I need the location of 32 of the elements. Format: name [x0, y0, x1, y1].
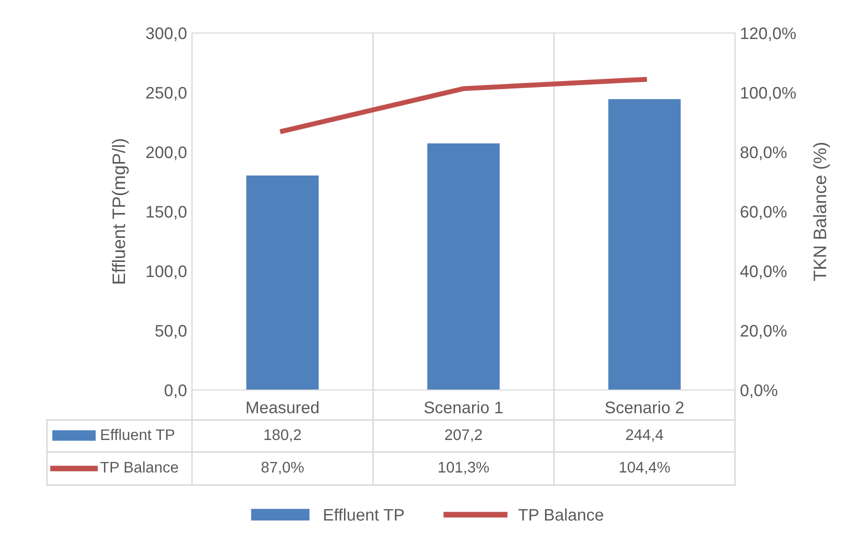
legend-label: Effluent TP	[101, 428, 174, 440]
y2-tick-label: 60,0%	[740, 206, 787, 220]
y-tick-label: 200,0	[146, 146, 186, 160]
y2-tick-label: 120,0%	[741, 27, 796, 42]
y-tick-label: 150,0	[146, 206, 186, 220]
y2-tick-label: 40,0%	[740, 265, 787, 280]
y-tick-label: 250,0	[146, 86, 186, 101]
y-tick-label: 0,0	[164, 384, 186, 398]
bar	[427, 143, 500, 390]
y-tick-label: 50,0	[155, 324, 186, 339]
x-tick-label: Scenario 1	[424, 401, 503, 414]
y2-tick-label: 100,0%	[741, 86, 796, 101]
bar	[608, 99, 681, 390]
data-label: 180,2	[264, 429, 301, 442]
x-tick-label: Scenario 2	[605, 401, 684, 414]
bar	[246, 176, 319, 390]
data-label: 244,4	[626, 429, 664, 442]
y2-tick-label: 0,0%	[740, 384, 778, 398]
y2-tick-label: 80,0%	[740, 146, 787, 160]
data-label: 87,0%	[262, 462, 304, 474]
y2-axis-title: TKN Balance (%)	[813, 142, 830, 281]
data-label: 207,2	[445, 429, 482, 442]
x-tick-label: Measured	[246, 401, 318, 414]
y-tick-label: 100,0	[146, 265, 186, 280]
y-tick-label: 300,0	[146, 27, 186, 42]
text: Effluent TP	[324, 508, 404, 521]
data-label: 101,3%	[438, 462, 489, 474]
y-axis-title: Effluent TP(mgP/l)	[112, 139, 129, 284]
y2-tick-label: 20,0%	[740, 324, 787, 339]
legend-label: TP Balance	[100, 461, 178, 473]
data-label: 104,4%	[620, 462, 670, 474]
text: TP Balance	[518, 508, 604, 521]
